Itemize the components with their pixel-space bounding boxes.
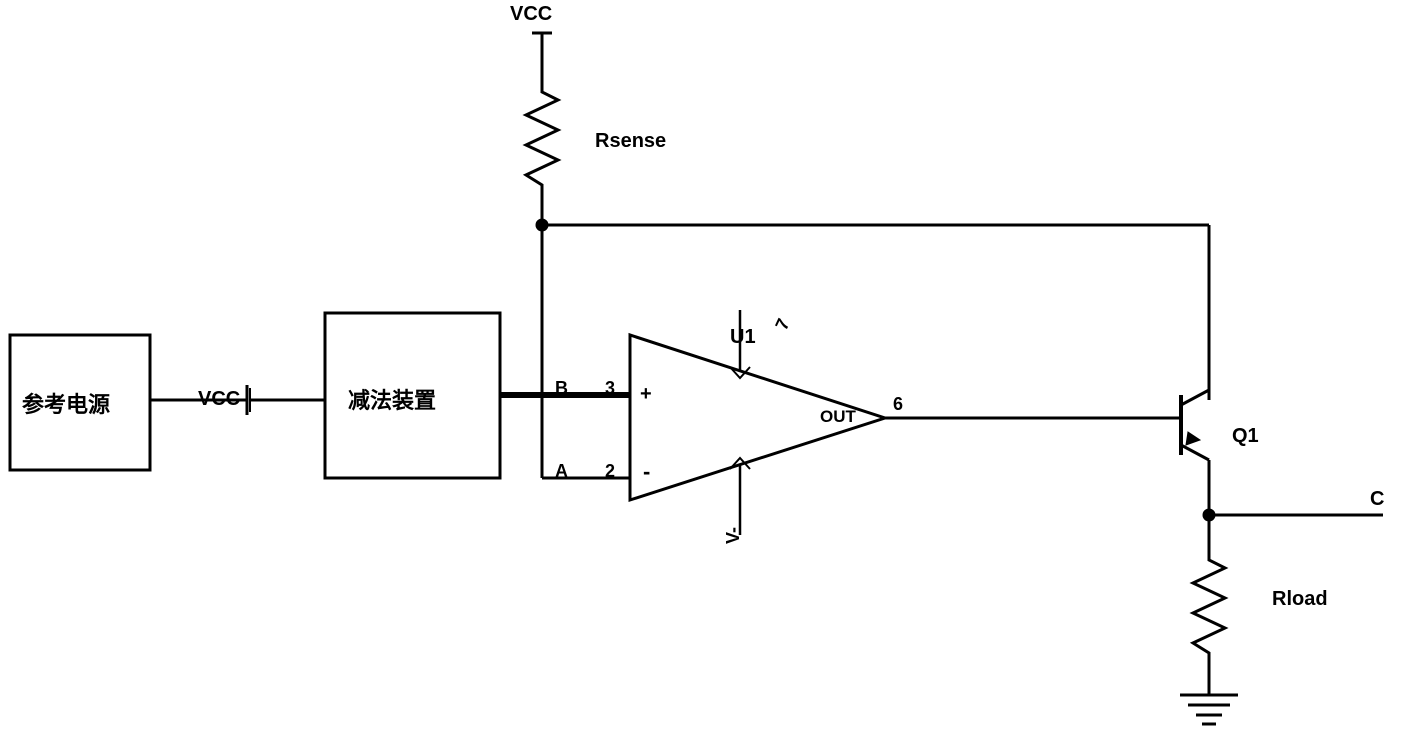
label-ref-power: 参考电源 [22,387,110,419]
label-pin-a: A [555,461,568,482]
label-vcc-top: VCC [510,3,552,26]
label-c: C [1370,488,1384,511]
label-u1: U1 [730,326,756,349]
rload-resistor [1193,540,1225,695]
label-pin-6: 6 [893,394,903,415]
q1-emitter-arrow [1186,432,1200,445]
label-subtract: 减法装置 [348,383,436,415]
label-pin-2: 2 [605,461,615,482]
circuit-diagram [0,0,1406,743]
label-pin-3: 3 [605,378,615,399]
label-minus: - [643,459,650,485]
label-plus: + [640,383,652,406]
q1-emitter-line [1181,445,1209,460]
q1-collector-line [1181,390,1209,405]
rsense-resistor [526,72,558,225]
label-out: OUT [820,407,856,427]
label-rload: Rload [1272,588,1328,611]
label-vcc-mid: VCC [198,388,240,411]
label-pin-b: B [555,378,568,399]
label-vneg: V- [723,527,744,544]
label-rsense: Rsense [595,130,666,153]
label-q1: Q1 [1232,425,1259,448]
